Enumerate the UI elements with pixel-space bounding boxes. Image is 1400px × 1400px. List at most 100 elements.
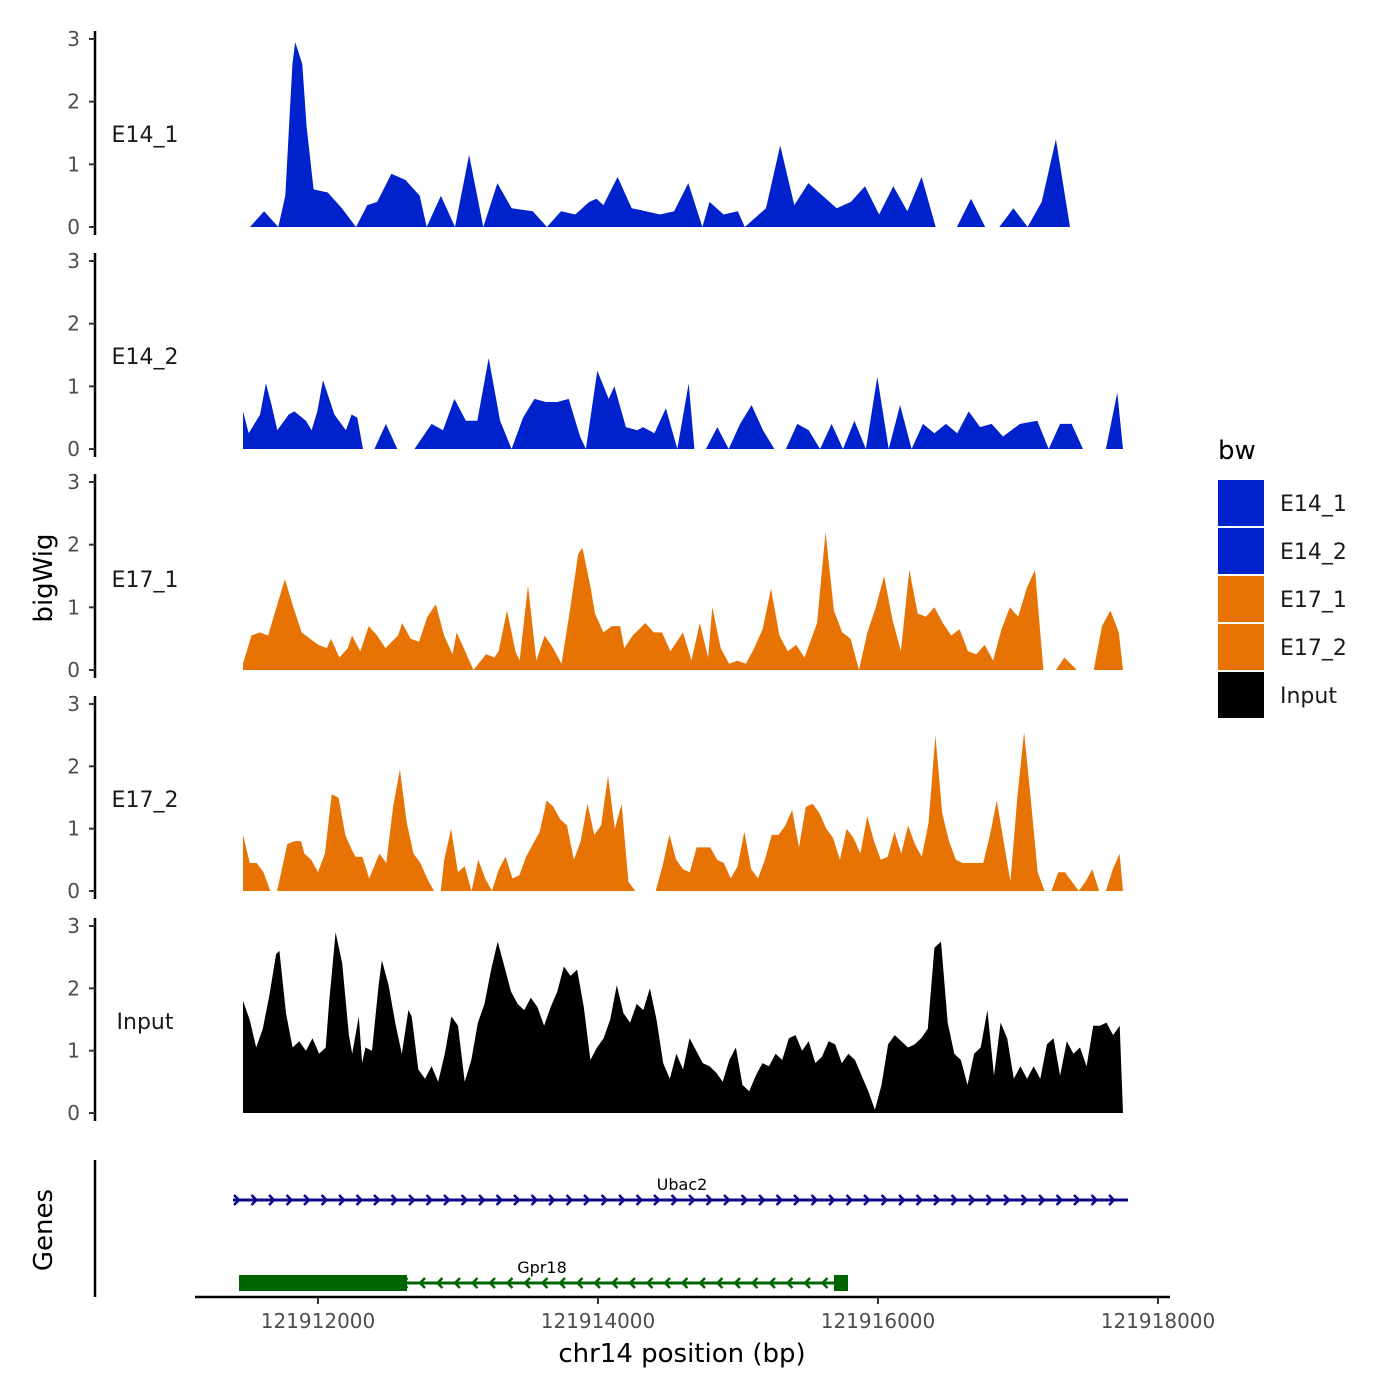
track-E17_2: 0 1 2 3 E17_2 <box>67 692 1123 903</box>
strand-arrow <box>565 1194 574 1206</box>
strand-arrow <box>880 1194 889 1206</box>
legend-label-E17_2: E17_2 <box>1280 636 1347 661</box>
legend-label-E14_2: E14_2 <box>1280 540 1347 565</box>
x-axis: 121912000 121914000 121916000 121918000 <box>195 1295 1215 1333</box>
legend-label-E17_1: E17_1 <box>1280 588 1347 613</box>
y-tick-label: 1 <box>67 152 80 176</box>
y-tick-label: 0 <box>67 437 80 461</box>
strand-arrow <box>408 1194 416 1206</box>
y-tick-label: 0 <box>67 1101 80 1125</box>
strand-arrow <box>250 1194 259 1206</box>
strand-arrow <box>803 1277 811 1289</box>
gene-label-Ubac2: Ubac2 <box>657 1175 708 1194</box>
strand-arrow <box>698 1277 706 1289</box>
strand-arrow <box>390 1194 399 1206</box>
signal-area-Input <box>243 932 1123 1113</box>
strand-arrow <box>750 1277 759 1289</box>
strand-arrow <box>418 1277 426 1289</box>
strand-arrow <box>1055 1194 1064 1206</box>
legend-swatch-E14_2 <box>1218 528 1264 574</box>
legend-swatch-Input <box>1218 672 1264 718</box>
strand-arrow <box>663 1277 671 1289</box>
strand-arrow <box>435 1277 444 1289</box>
strand-arrow <box>478 1194 486 1206</box>
strand-arrow <box>593 1277 601 1289</box>
strand-arrow <box>268 1194 276 1206</box>
strand-arrow <box>723 1194 731 1206</box>
x-tick-label: 121914000 <box>541 1309 656 1333</box>
y-tick-label: 2 <box>67 312 80 336</box>
strand-arrow <box>425 1194 434 1206</box>
strand-arrow <box>610 1277 619 1289</box>
track-label-Input: Input <box>117 1010 174 1035</box>
track-E17_1: 0 1 2 3 E17_1 <box>67 470 1123 682</box>
strand-arrow <box>558 1277 566 1289</box>
strand-arrow <box>733 1277 741 1289</box>
legend: bw E14_1 E14_2 E17_1 E17_2 Input <box>1218 436 1347 718</box>
legend-label-Input: Input <box>1280 684 1337 709</box>
track-E14_1: 0 1 2 3 E14_1 <box>67 27 1070 239</box>
track-Input: 0 1 2 3 Input <box>67 914 1123 1125</box>
strand-arrow <box>373 1194 381 1206</box>
strand-arrow <box>233 1194 241 1206</box>
strand-arrow <box>653 1194 661 1206</box>
strand-arrow <box>828 1194 836 1206</box>
strand-arrow <box>523 1277 531 1289</box>
strand-arrow <box>460 1194 469 1206</box>
strand-arrow <box>1038 1194 1046 1206</box>
strand-arrow <box>513 1194 521 1206</box>
y-tick-label: 1 <box>67 595 80 619</box>
strand-arrow <box>303 1194 311 1206</box>
legend-title: bw <box>1218 436 1256 466</box>
strand-arrow <box>355 1194 364 1206</box>
strand-arrow <box>985 1194 994 1206</box>
gene-Gpr18: Gpr18 <box>239 1258 848 1291</box>
strand-arrow <box>488 1277 496 1289</box>
strand-arrow <box>845 1194 854 1206</box>
gene-Ubac2: Ubac2 <box>233 1175 1128 1206</box>
legend-swatch-E14_1 <box>1218 480 1264 526</box>
strand-arrow <box>968 1194 976 1206</box>
x-axis-title: chr14 position (bp) <box>558 1339 805 1369</box>
signal-area-E14_1 <box>250 42 1070 227</box>
x-tick-label: 121916000 <box>821 1309 936 1333</box>
track-label-E17_1: E17_1 <box>112 568 179 593</box>
y-tick-label: 2 <box>67 533 80 557</box>
legend-swatch-E17_2 <box>1218 624 1264 670</box>
y-tick-label: 0 <box>67 215 80 239</box>
strand-arrow <box>810 1194 819 1206</box>
strand-arrow <box>1090 1194 1099 1206</box>
signal-area-E17_1 <box>243 532 1123 670</box>
strand-arrow <box>1003 1194 1011 1206</box>
strand-arrow <box>820 1277 829 1289</box>
strand-arrow <box>628 1277 636 1289</box>
strand-arrow <box>793 1194 801 1206</box>
strand-arrow <box>933 1194 941 1206</box>
strand-arrow <box>548 1194 556 1206</box>
exon-Gpr18 <box>239 1275 407 1291</box>
x-tick-label: 121912000 <box>261 1309 376 1333</box>
track-label-E17_2: E17_2 <box>112 788 179 813</box>
strand-arrow <box>740 1194 749 1206</box>
strand-arrow <box>950 1194 959 1206</box>
exon-Gpr18 <box>834 1275 848 1291</box>
strand-arrow <box>785 1277 794 1289</box>
genes-axis-title: Genes <box>29 1189 59 1271</box>
legend-swatch-E17_1 <box>1218 576 1264 622</box>
y-tick-label: 3 <box>67 470 80 494</box>
strand-arrow <box>680 1277 689 1289</box>
strand-arrow <box>758 1194 766 1206</box>
strand-arrow <box>505 1277 514 1289</box>
signal-tracks: 0 1 2 3 E14_1 0 1 2 3 E14_2 0 1 2 3 E17_1 0 1 2 3 E17_2 0 1 2 3… <box>67 27 1123 1125</box>
legend-label-E14_1: E14_1 <box>1280 492 1347 517</box>
strand-arrow <box>320 1194 329 1206</box>
y-tick-label: 1 <box>67 817 80 841</box>
strand-arrow <box>915 1194 924 1206</box>
track-label-E14_1: E14_1 <box>112 123 179 148</box>
strand-arrow <box>338 1194 346 1206</box>
strand-arrow <box>1020 1194 1029 1206</box>
strand-arrow <box>768 1277 776 1289</box>
y-tick-label: 2 <box>67 754 80 778</box>
gene-label-Gpr18: Gpr18 <box>517 1258 567 1277</box>
